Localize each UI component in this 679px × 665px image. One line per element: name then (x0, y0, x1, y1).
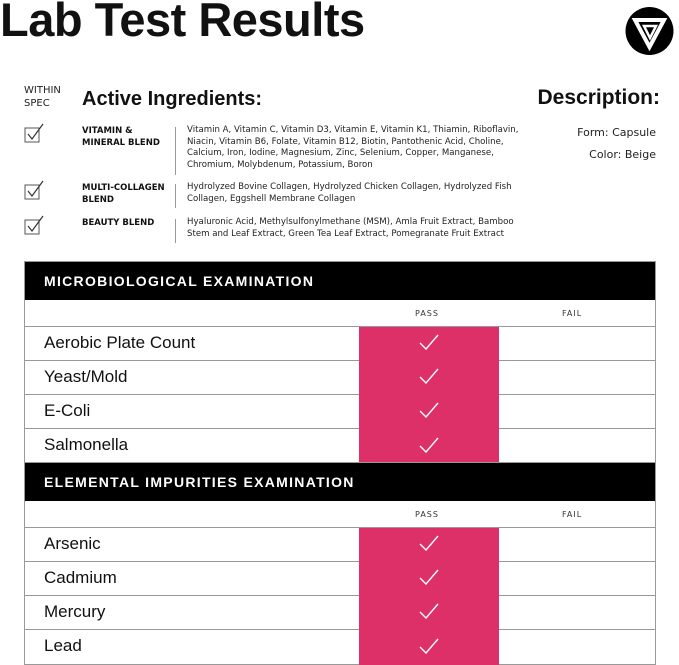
checkmark-icon (419, 535, 439, 555)
test-name: Salmonella (44, 435, 129, 454)
page-title: Lab Test Results (0, 0, 365, 46)
pass-column-header: PASS (415, 510, 439, 519)
test-name: Yeast/Mold (44, 367, 128, 386)
blend-ingredients: Vitamin A, Vitamin C, Vitamin D3, Vitami… (187, 125, 519, 170)
test-name: Lead (44, 636, 82, 655)
checkmark-icon (419, 437, 439, 457)
blend-name: BEAUTY BLEND (82, 218, 155, 228)
pass-cell (359, 596, 499, 630)
checkmark-icon (419, 334, 439, 354)
divider (175, 184, 176, 208)
pass-cell (359, 395, 499, 429)
blend-name: VITAMIN & MINERAL BLEND (82, 126, 160, 148)
checkmark-icon (419, 368, 439, 388)
microbiological-table: MICROBIOLOGICAL EXAMINATION PASS FAIL Ae… (24, 261, 656, 464)
blend-name: MULTI-COLLAGEN BLEND (82, 183, 165, 205)
pass-cell (359, 630, 499, 665)
checkmark-icon (419, 638, 439, 658)
test-name: Arsenic (44, 534, 101, 553)
test-name: Aerobic Plate Count (44, 333, 196, 352)
table-row: Cadmium (25, 562, 655, 596)
pass-cell (359, 327, 499, 361)
checkbox-checked-icon (24, 123, 44, 143)
table-row: E-Coli (25, 395, 655, 429)
checkbox-checked-icon (24, 215, 44, 235)
column-header-row: PASS FAIL (25, 300, 655, 327)
pass-cell (359, 562, 499, 596)
pass-cell (359, 528, 499, 562)
checkbox-checked-icon (24, 180, 44, 200)
table-row: Mercury (25, 596, 655, 630)
active-ingredients-title: Active Ingredients: (82, 88, 263, 110)
table-row: Arsenic (25, 528, 655, 562)
checkmark-icon (419, 603, 439, 623)
divider (175, 219, 176, 243)
checkmark-icon (419, 569, 439, 589)
table-row: Aerobic Plate Count (25, 327, 655, 361)
test-name: Mercury (44, 602, 106, 621)
description-title: Description: (537, 86, 660, 109)
table-row: Lead (25, 630, 655, 665)
blend-ingredients: Hyaluronic Acid, Methylsulfonylmethane (… (187, 217, 514, 239)
pass-cell (359, 429, 499, 464)
description-form: Form: Capsule (577, 126, 656, 139)
test-name: Cadmium (44, 568, 117, 587)
section-header: ELEMENTAL IMPURITIES EXAMINATION (25, 463, 655, 501)
pass-cell (359, 361, 499, 395)
section-header: MICROBIOLOGICAL EXAMINATION (25, 262, 655, 300)
column-header-row: PASS FAIL (25, 501, 655, 528)
divider (175, 127, 176, 175)
brand-logo-icon (625, 7, 674, 55)
checkmark-icon (419, 402, 439, 422)
test-name: E-Coli (44, 401, 91, 420)
blend-ingredients: Hydrolyzed Bovine Collagen, Hydrolyzed C… (187, 182, 512, 204)
fail-column-header: FAIL (562, 510, 583, 519)
elemental-impurities-table: ELEMENTAL IMPURITIES EXAMINATION PASS FA… (24, 462, 656, 665)
table-row: Yeast/Mold (25, 361, 655, 395)
table-row: Salmonella (25, 429, 655, 464)
fail-column-header: FAIL (562, 309, 583, 318)
within-spec-label: WITHIN SPEC (24, 85, 61, 109)
description-color: Color: Beige (589, 148, 656, 161)
pass-column-header: PASS (415, 309, 439, 318)
